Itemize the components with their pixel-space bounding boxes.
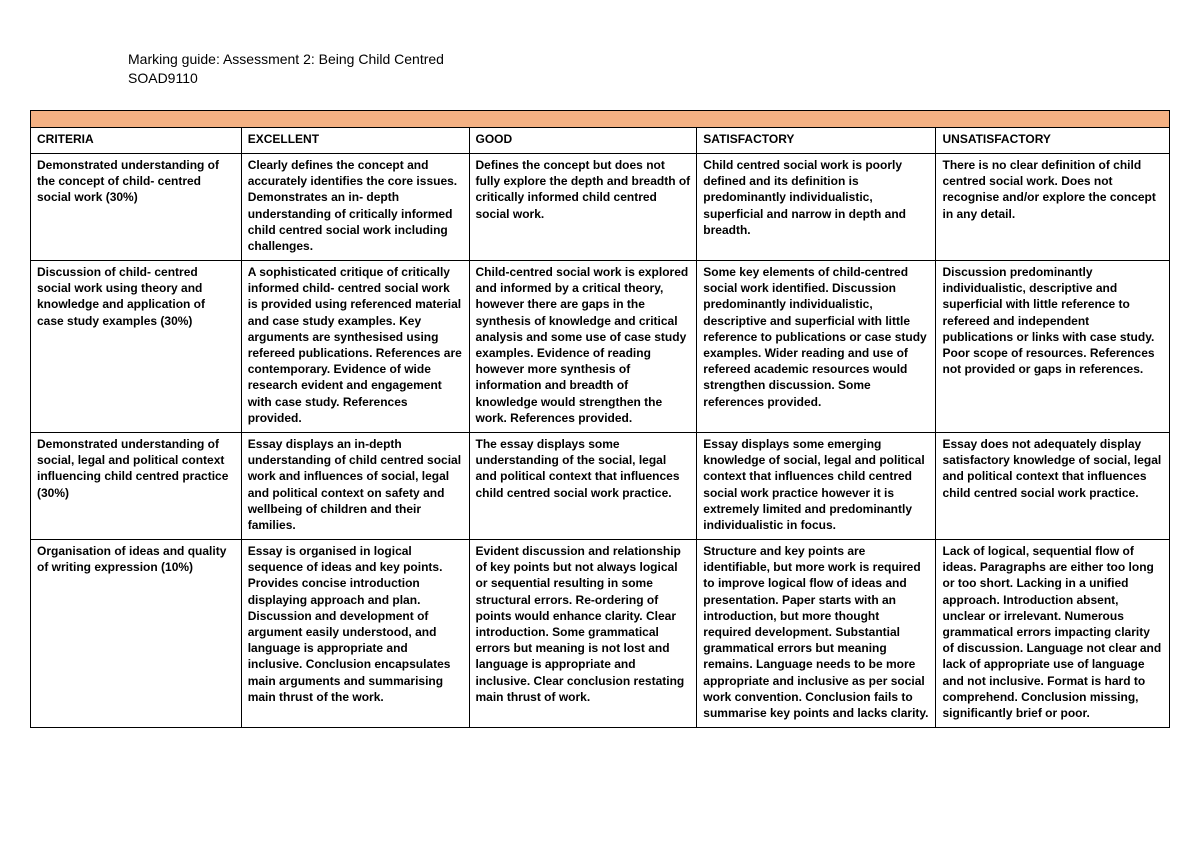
document-heading: Marking guide: Assessment 2: Being Child… <box>128 50 1170 88</box>
good-cell: Child-centred social work is explored an… <box>469 261 697 433</box>
excellent-cell: A sophisticated critique of critically i… <box>241 261 469 433</box>
document-page: Marking guide: Assessment 2: Being Child… <box>0 0 1200 768</box>
heading-line-1: Marking guide: Assessment 2: Being Child… <box>128 50 1170 69</box>
satisfactory-cell: Some key elements of child-centred socia… <box>697 261 936 433</box>
col-header-unsatisfactory: UNSATISFACTORY <box>936 127 1170 153</box>
satisfactory-cell: Essay displays some emerging knowledge o… <box>697 432 936 539</box>
col-header-good: GOOD <box>469 127 697 153</box>
excellent-cell: Essay displays an in-depth understanding… <box>241 432 469 539</box>
satisfactory-cell: Child centred social work is poorly defi… <box>697 153 936 260</box>
col-header-criteria: CRITERIA <box>31 127 242 153</box>
criteria-cell: Demonstrated understanding of social, le… <box>31 432 242 539</box>
good-cell: Evident discussion and relationship of k… <box>469 540 697 728</box>
col-header-satisfactory: SATISFACTORY <box>697 127 936 153</box>
criteria-cell: Discussion of child- centred social work… <box>31 261 242 433</box>
good-cell: The essay displays some understanding of… <box>469 432 697 539</box>
col-header-excellent: EXCELLENT <box>241 127 469 153</box>
criteria-cell: Demonstrated understanding of the concep… <box>31 153 242 260</box>
rubric-table: CRITERIA EXCELLENT GOOD SATISFACTORY UNS… <box>30 110 1170 728</box>
rubric-banner-row <box>31 110 1170 127</box>
table-row: Discussion of child- centred social work… <box>31 261 1170 433</box>
unsatisfactory-cell: Discussion predominantly individualistic… <box>936 261 1170 433</box>
good-cell: Defines the concept but does not fully e… <box>469 153 697 260</box>
heading-line-2: SOAD9110 <box>128 69 1170 88</box>
rubric-banner-cell <box>31 110 1170 127</box>
table-row: Demonstrated understanding of the concep… <box>31 153 1170 260</box>
excellent-cell: Clearly defines the concept and accurate… <box>241 153 469 260</box>
table-row: Demonstrated understanding of social, le… <box>31 432 1170 539</box>
table-row: Organisation of ideas and quality of wri… <box>31 540 1170 728</box>
rubric-header-row: CRITERIA EXCELLENT GOOD SATISFACTORY UNS… <box>31 127 1170 153</box>
satisfactory-cell: Structure and key points are identifiabl… <box>697 540 936 728</box>
unsatisfactory-cell: Lack of logical, sequential flow of idea… <box>936 540 1170 728</box>
excellent-cell: Essay is organised in logical sequence o… <box>241 540 469 728</box>
unsatisfactory-cell: Essay does not adequately display satisf… <box>936 432 1170 539</box>
unsatisfactory-cell: There is no clear definition of child ce… <box>936 153 1170 260</box>
criteria-cell: Organisation of ideas and quality of wri… <box>31 540 242 728</box>
